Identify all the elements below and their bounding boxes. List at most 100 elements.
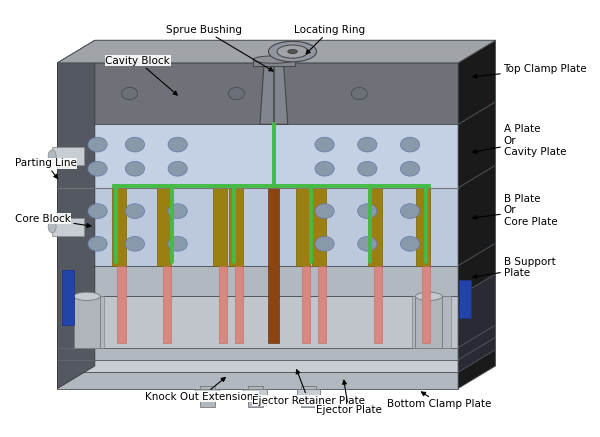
Bar xyxy=(157,188,171,266)
Polygon shape xyxy=(58,40,496,63)
Polygon shape xyxy=(458,325,496,360)
Polygon shape xyxy=(58,63,458,124)
Bar xyxy=(317,266,326,343)
Bar xyxy=(296,188,310,266)
Circle shape xyxy=(125,236,145,251)
Bar xyxy=(301,386,316,407)
Polygon shape xyxy=(58,40,95,388)
Polygon shape xyxy=(58,266,458,296)
Circle shape xyxy=(88,137,107,152)
Bar xyxy=(62,270,74,325)
Bar xyxy=(244,388,267,395)
Bar xyxy=(229,188,244,266)
Circle shape xyxy=(315,236,334,251)
Text: Ejector Retainer Plate: Ejector Retainer Plate xyxy=(252,370,365,406)
Polygon shape xyxy=(58,40,496,63)
Text: Sprue Bushing: Sprue Bushing xyxy=(166,25,273,71)
Bar xyxy=(268,188,279,343)
Circle shape xyxy=(400,161,419,176)
Ellipse shape xyxy=(48,150,56,162)
Circle shape xyxy=(358,204,377,218)
Text: Knock Out Extensions: Knock Out Extensions xyxy=(145,378,259,402)
Bar xyxy=(459,280,471,318)
Bar xyxy=(112,188,126,266)
Ellipse shape xyxy=(277,45,308,58)
Ellipse shape xyxy=(268,42,317,62)
Bar xyxy=(163,266,171,343)
Bar xyxy=(439,296,451,347)
Circle shape xyxy=(400,236,419,251)
Bar xyxy=(91,296,104,347)
Polygon shape xyxy=(458,165,496,266)
Ellipse shape xyxy=(48,221,56,233)
Bar xyxy=(248,386,263,407)
Circle shape xyxy=(358,236,377,251)
Circle shape xyxy=(358,161,377,176)
Bar xyxy=(219,266,227,343)
Bar xyxy=(302,266,310,343)
Bar xyxy=(195,388,219,395)
Bar xyxy=(312,188,326,266)
Text: B Plate
Or
Core Plate: B Plate Or Core Plate xyxy=(473,194,557,227)
Text: Core Block: Core Block xyxy=(15,214,91,227)
Circle shape xyxy=(88,236,107,251)
Circle shape xyxy=(125,137,145,152)
Polygon shape xyxy=(458,102,496,188)
Bar xyxy=(235,266,244,343)
Text: Parting Line: Parting Line xyxy=(15,158,77,178)
Text: Locating Ring: Locating Ring xyxy=(295,25,365,54)
Ellipse shape xyxy=(74,292,100,300)
Text: B Support
Plate: B Support Plate xyxy=(473,257,555,278)
Bar xyxy=(74,296,100,347)
Bar xyxy=(118,266,126,343)
Polygon shape xyxy=(58,296,458,347)
Bar xyxy=(253,59,295,66)
Bar xyxy=(200,386,215,407)
Text: Ejector Plate: Ejector Plate xyxy=(316,380,382,415)
Text: Bottom Clamp Plate: Bottom Clamp Plate xyxy=(387,392,491,409)
Bar xyxy=(422,266,430,343)
Circle shape xyxy=(400,204,419,218)
Ellipse shape xyxy=(415,292,442,300)
Polygon shape xyxy=(58,350,496,372)
Polygon shape xyxy=(458,243,496,296)
Circle shape xyxy=(122,87,137,100)
Circle shape xyxy=(125,161,145,176)
Circle shape xyxy=(315,161,334,176)
Polygon shape xyxy=(458,274,496,347)
Polygon shape xyxy=(58,347,458,360)
Polygon shape xyxy=(58,360,458,372)
Bar xyxy=(297,388,320,395)
Circle shape xyxy=(229,87,244,100)
Circle shape xyxy=(88,161,107,176)
Polygon shape xyxy=(58,243,496,266)
Bar xyxy=(415,296,442,347)
Polygon shape xyxy=(458,350,496,388)
Circle shape xyxy=(168,204,187,218)
Circle shape xyxy=(168,137,187,152)
Ellipse shape xyxy=(288,49,298,54)
Bar xyxy=(64,296,77,347)
Circle shape xyxy=(351,87,367,100)
Circle shape xyxy=(315,137,334,152)
Polygon shape xyxy=(58,188,458,266)
Bar xyxy=(368,188,382,266)
Polygon shape xyxy=(58,124,458,188)
Ellipse shape xyxy=(253,56,295,63)
Bar xyxy=(412,296,424,347)
Circle shape xyxy=(125,204,145,218)
Circle shape xyxy=(400,137,419,152)
Bar xyxy=(52,147,84,165)
Circle shape xyxy=(168,236,187,251)
Circle shape xyxy=(315,204,334,218)
Text: Cavity Block: Cavity Block xyxy=(105,56,177,95)
Bar xyxy=(416,188,430,266)
Bar xyxy=(52,218,84,236)
Text: A Plate
Or
Cavity Plate: A Plate Or Cavity Plate xyxy=(473,124,566,157)
Bar xyxy=(214,188,227,266)
Circle shape xyxy=(168,161,187,176)
Bar xyxy=(374,266,382,343)
Polygon shape xyxy=(58,372,458,388)
Text: Top Clamp Plate: Top Clamp Plate xyxy=(473,64,587,78)
Circle shape xyxy=(88,204,107,218)
